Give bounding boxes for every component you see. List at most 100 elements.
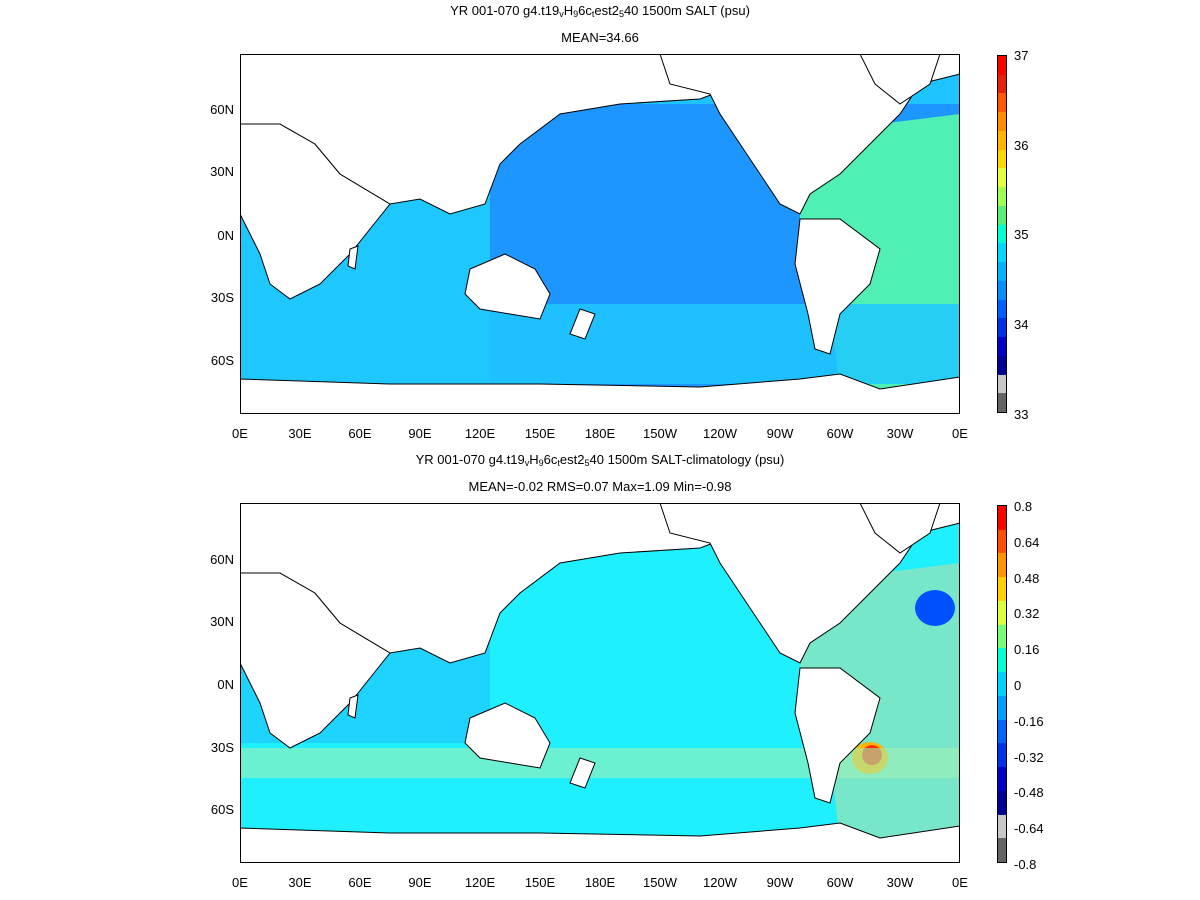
panel2-xlabel: 0E bbox=[232, 875, 248, 890]
panel2-colorbar-segment bbox=[998, 743, 1006, 768]
panel1-colorbar-label: 36 bbox=[1014, 138, 1029, 153]
panel2-colorbar-segment bbox=[998, 553, 1006, 578]
panel2-colorbar-segment bbox=[998, 838, 1006, 862]
panel2-xlabel: 0E bbox=[952, 875, 968, 890]
panel2-colorbar-label: -0.16 bbox=[1014, 714, 1044, 729]
panel2-ylabel: 0N bbox=[217, 677, 234, 692]
panel1-madagascar bbox=[347, 245, 359, 270]
panel2-colorbar-segment bbox=[998, 506, 1006, 531]
panel2-colorbar-segment bbox=[998, 814, 1006, 839]
panel1-colorbar-segment bbox=[998, 205, 1006, 226]
panel2-nz bbox=[569, 757, 596, 789]
panel1-xlabel: 30E bbox=[288, 426, 312, 441]
panel1-xlabel: 180E bbox=[584, 426, 616, 441]
panel1-xlabel: 60W bbox=[826, 426, 854, 441]
panel2-ylabel: 60N bbox=[210, 552, 234, 567]
panel2-xlabel: 120E bbox=[464, 875, 496, 890]
panel1-colorbar-segment bbox=[998, 224, 1006, 245]
panel2-xlabel: 30W bbox=[886, 875, 914, 890]
panel2-colorbar-segment bbox=[998, 577, 1006, 602]
panel2-negative-anomaly bbox=[915, 590, 955, 626]
panel1-colorbar-segment bbox=[998, 112, 1006, 132]
panel1-antarctica bbox=[240, 373, 960, 414]
panel1-xlabel: 0E bbox=[952, 426, 968, 441]
panel1-colorbar bbox=[997, 55, 1007, 413]
panel1-xlabel: 120W bbox=[703, 426, 737, 441]
panel2-xlabel: 150W bbox=[643, 875, 677, 890]
panel1-xlabel: 90W bbox=[766, 426, 794, 441]
panel2-greenland bbox=[859, 503, 941, 554]
panel1-colorbar-label: 35 bbox=[1014, 227, 1029, 242]
panel2-xlabel: 90W bbox=[766, 875, 794, 890]
panel2-colorbar-segment bbox=[998, 790, 1006, 816]
panel1-colorbar-segment bbox=[998, 74, 1006, 95]
panel1-colorbar-segment bbox=[998, 262, 1006, 282]
panel2-xlabel: 180E bbox=[584, 875, 616, 890]
panel1-title: YR 001-070 g4.t19vH96ctest2540 1500m SAL… bbox=[450, 3, 750, 19]
panel1-colorbar-segment bbox=[998, 393, 1006, 412]
panel2-colorbar-label: 0.8 bbox=[1014, 499, 1033, 514]
panel1-colorbar-segment bbox=[998, 299, 1006, 320]
panel1-colorbar-segment bbox=[998, 56, 1006, 76]
panel2-title: YR 001-070 g4.t19vH96ctest2540 1500m SAL… bbox=[415, 452, 785, 468]
panel2-colorbar-segment bbox=[998, 719, 1006, 745]
panel1-ylabel: 0N bbox=[217, 228, 234, 243]
panel1-colorbar-segment bbox=[998, 337, 1006, 357]
panel2-colorbar-label: 0.32 bbox=[1014, 606, 1040, 621]
panel2-colorbar-label: 0.48 bbox=[1014, 571, 1040, 586]
panel2-colorbar-label: 0.16 bbox=[1014, 642, 1040, 657]
panel1-southern-field bbox=[240, 304, 960, 384]
panel2-madagascar bbox=[347, 694, 359, 719]
panel2-colorbar-label: -0.8 bbox=[1014, 857, 1037, 872]
panel1-colorbar-segment bbox=[998, 280, 1006, 301]
panel2-xlabel: 60E bbox=[348, 875, 372, 890]
panel1-subtitle: MEAN=34.66 bbox=[561, 30, 639, 45]
panel1-ylabel: 30S bbox=[210, 290, 234, 305]
panel2-map bbox=[240, 503, 960, 863]
panel1-map-svg bbox=[240, 54, 960, 414]
panel2-map-svg bbox=[240, 503, 960, 863]
panel1-colorbar-segment bbox=[998, 93, 1006, 113]
panel2-antarctica bbox=[240, 822, 960, 863]
panel2-xlabel: 60W bbox=[826, 875, 854, 890]
panel1-colorbar-segment bbox=[998, 318, 1006, 338]
panel2-xlabel: 150E bbox=[524, 875, 556, 890]
panel2-xlabel: 30E bbox=[288, 875, 312, 890]
panel2-colorbar-segment bbox=[998, 624, 1006, 650]
panel2-colorbar-segment bbox=[998, 529, 1006, 555]
panel1-south-america bbox=[794, 218, 881, 355]
panel2-colorbar-segment bbox=[998, 672, 1006, 697]
panel2-colorbar-segment bbox=[998, 767, 1006, 792]
panel1-map bbox=[240, 54, 960, 414]
panel2-south-america bbox=[794, 667, 881, 804]
panel1-colorbar-segment bbox=[998, 168, 1006, 188]
panel2-ylabel: 30N bbox=[210, 614, 234, 629]
panel1-colorbar-segment bbox=[998, 130, 1006, 151]
panel2-colorbar-segment bbox=[998, 600, 1006, 626]
panel2-colorbar-label: -0.32 bbox=[1014, 750, 1044, 765]
panel1-greenland bbox=[859, 54, 941, 105]
panel1-xlabel: 120E bbox=[464, 426, 496, 441]
panel1-nz bbox=[569, 308, 596, 340]
panel1-colorbar-label: 34 bbox=[1014, 317, 1029, 332]
panel1-colorbar-label: 33 bbox=[1014, 407, 1029, 422]
panel2-colorbar-label: -0.64 bbox=[1014, 821, 1044, 836]
panel2-colorbar-segment bbox=[998, 695, 1006, 721]
panel1-ylabel: 60S bbox=[210, 353, 234, 368]
panel1-xlabel: 30W bbox=[886, 426, 914, 441]
panel1-colorbar-segment bbox=[998, 149, 1006, 170]
panel2-colorbar-label: 0 bbox=[1014, 678, 1022, 693]
panel2-subtitle: MEAN=-0.02 RMS=0.07 Max=1.09 Min=-0.98 bbox=[468, 479, 732, 494]
panel1-colorbar-segment bbox=[998, 187, 1006, 207]
panel1-australia bbox=[464, 253, 551, 320]
panel2-xlabel: 120W bbox=[703, 875, 737, 890]
panel1-colorbar-segment bbox=[998, 374, 1006, 394]
panel1-colorbar-label: 37 bbox=[1014, 48, 1029, 63]
panel1-xlabel: 150E bbox=[524, 426, 556, 441]
panel1-xlabel: 0E bbox=[232, 426, 248, 441]
panel1-colorbar-segment bbox=[998, 243, 1006, 263]
panel2-colorbar-label: 0.64 bbox=[1014, 535, 1040, 550]
panel2-xlabel: 90E bbox=[408, 875, 432, 890]
panel2-colorbar-segment bbox=[998, 648, 1006, 673]
panel1-xlabel: 90E bbox=[408, 426, 432, 441]
